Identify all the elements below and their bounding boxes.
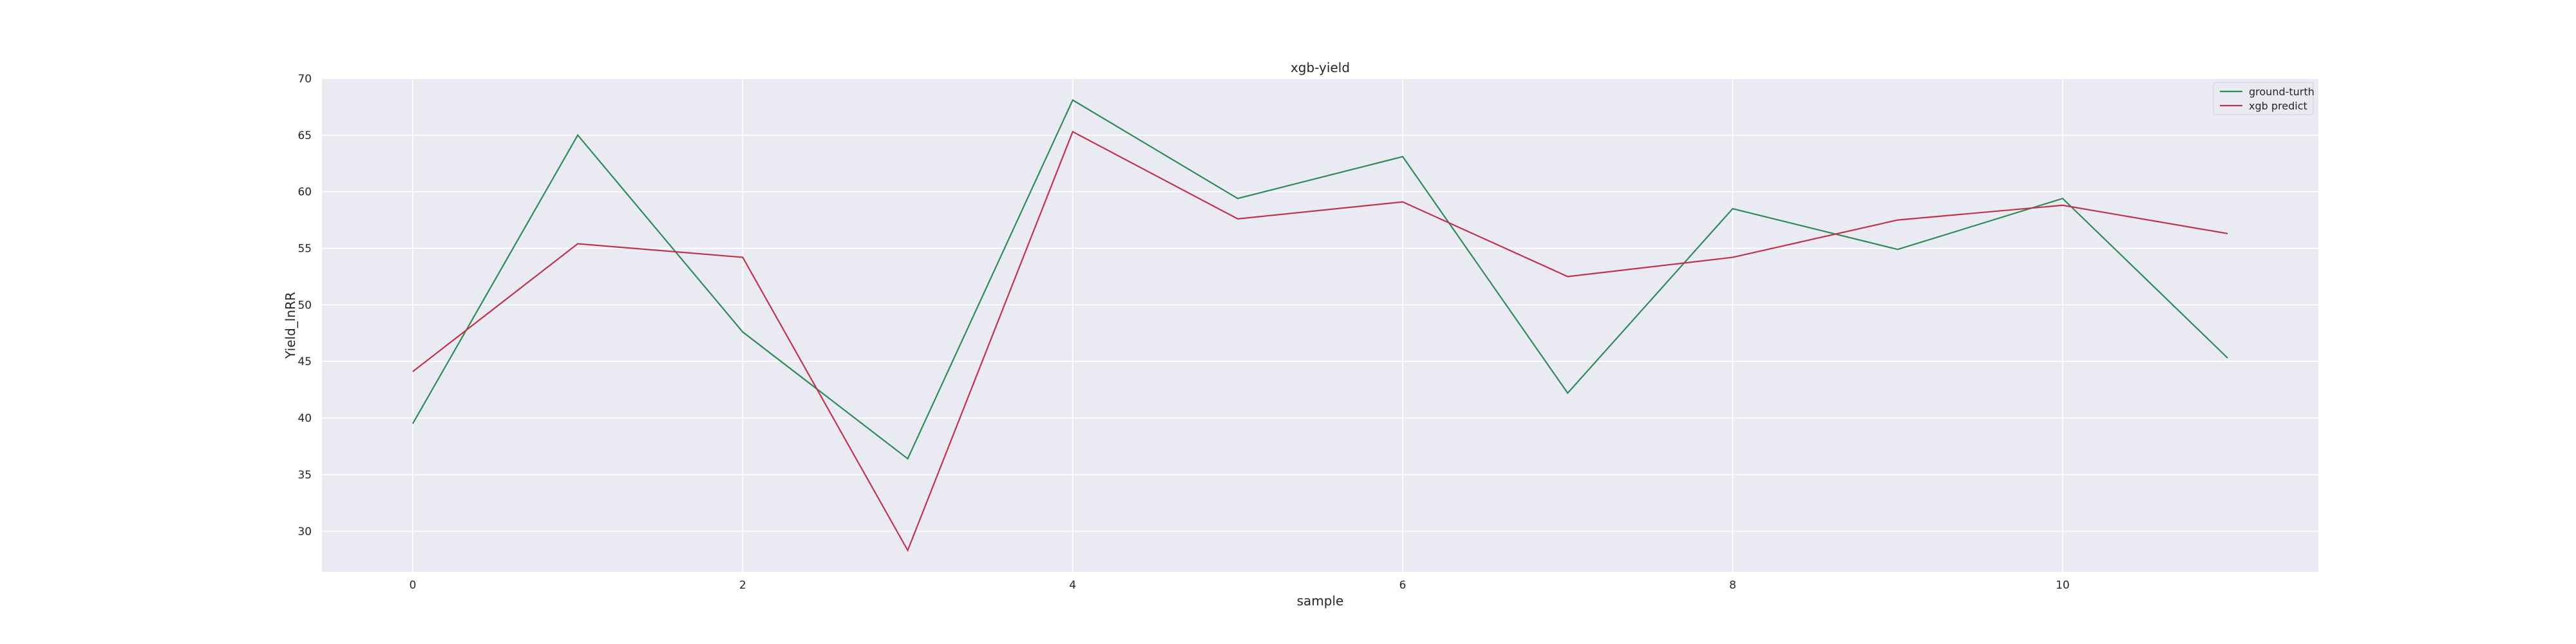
legend-label-xgb-predict: xgb predict (2249, 100, 2307, 112)
plot-area (322, 79, 2318, 572)
y-tick-labels: 30 35 40 45 50 55 60 65 70 (298, 73, 312, 538)
grid (322, 78, 2318, 572)
y-tick-label: 55 (298, 243, 312, 256)
series-line-0 (412, 99, 2228, 460)
x-axis-label: sample (1297, 593, 1344, 609)
x-tick-label: 2 (739, 579, 746, 592)
y-tick-label: 35 (298, 469, 312, 482)
legend: ground-turth xgb predict (2213, 82, 2315, 115)
series-line-1 (412, 131, 2228, 553)
y-tick-label: 70 (298, 73, 312, 86)
y-tick-label: 45 (298, 355, 312, 368)
legend-label-ground-truth: ground-turth (2249, 86, 2315, 98)
x-tick-label: 8 (1729, 579, 1736, 592)
y-axis-label: Yield_lnRR (283, 292, 298, 359)
y-tick-label: 60 (298, 186, 312, 199)
x-tick-label: 0 (409, 579, 416, 592)
x-tick-label: 10 (2056, 579, 2070, 592)
series-lines (412, 99, 2228, 553)
x-tick-label: 6 (1399, 579, 1406, 592)
x-tick-labels: 0 2 4 6 8 10 (409, 579, 2069, 592)
legend-box (2213, 82, 2314, 115)
y-tick-label: 30 (298, 526, 312, 538)
y-tick-label: 50 (298, 299, 312, 312)
chart-title: xgb-yield (1291, 60, 1350, 75)
x-tick-label: 4 (1069, 579, 1076, 592)
y-tick-label: 65 (298, 129, 312, 142)
y-tick-label: 40 (298, 412, 312, 425)
